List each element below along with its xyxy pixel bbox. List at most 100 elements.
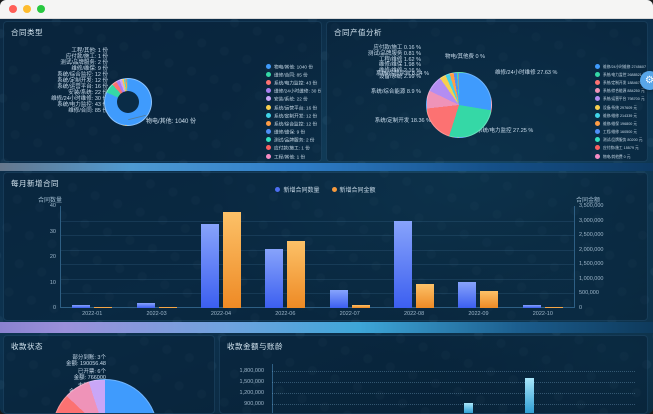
legend-item[interactable]: 工程/其他: 1 份 [266, 152, 321, 160]
amount-bar[interactable] [94, 307, 113, 308]
legend-item[interactable]: 系统/电力监控 2688521 元 [595, 70, 647, 78]
amount-bar[interactable] [416, 284, 435, 308]
output-analysis-pie-chart[interactable] [426, 72, 492, 138]
legend-item[interactable]: 系统/定制开发 1884673 元 [595, 78, 647, 86]
panel-output-analysis: 合同产值分析 维修/24小时维修 27.63 % 系统/电力监控 27.25 % 系… [326, 21, 648, 162]
panel-title: 每月新增合同 [11, 179, 59, 188]
legend-label: 维修/合同: 85 份 [274, 73, 308, 78]
count-bar[interactable] [136, 303, 155, 308]
pie-callout-label: 设备/系统 2.99 % [378, 74, 421, 80]
legend-item[interactable]: 物电/其他费 0 元 [595, 152, 647, 160]
legend-dot-icon [595, 129, 600, 135]
count-bar[interactable] [458, 282, 477, 308]
count-bar[interactable] [329, 290, 348, 308]
legend-item[interactable]: 维修/维保: 9 份 [266, 128, 321, 136]
legend-label: 设备/系统 297609 元 [603, 106, 638, 110]
legend-item[interactable]: 维修/24小时维修: 30 份 [266, 87, 321, 95]
y-axis-left-title: 合同数量 [38, 198, 63, 204]
legend-item[interactable]: 工程/维修 160500 元 [595, 128, 647, 136]
legend-label: 测试/品牌服务: 2 份 [274, 138, 315, 144]
count-bar[interactable] [200, 224, 219, 308]
legend-dot-icon [266, 145, 271, 151]
callout-line: 部分到账: 3个 [72, 355, 106, 361]
legend-item[interactable]: 系统/运营平台 798700 元 [595, 95, 647, 103]
amount-bar[interactable] [544, 307, 563, 308]
axis-tick-label: 1,500,000 [239, 379, 264, 385]
amount-bar[interactable] [287, 241, 306, 308]
legend-dot-icon [266, 71, 271, 77]
legend-item[interactable]: 测试/品牌服务 80200 元 [595, 136, 647, 144]
count-bar[interactable] [265, 249, 284, 308]
aging-bar[interactable] [525, 377, 534, 413]
legend-item[interactable]: 设备/系统 297609 元 [595, 103, 647, 111]
x-axis-label: 2022-03 [146, 311, 167, 317]
legend-item[interactable]: 应付款/施工 15579 元 [595, 144, 647, 152]
floating-settings-button[interactable]: ⚙ [640, 71, 653, 90]
legend-item[interactable]: 新增合同金额 [331, 185, 376, 194]
legend-dot-icon [331, 187, 337, 192]
divider-gradient [0, 163, 653, 171]
close-button[interactable] [9, 5, 17, 13]
monthly-bars [60, 206, 575, 308]
legend-item[interactable]: 系统/运营平台: 16 份 [266, 103, 321, 111]
legend-dot-icon [266, 104, 271, 110]
panel-title: 收款状态 [11, 342, 43, 351]
gridline [61, 293, 574, 295]
legend-label: 维修/维保: 9 份 [274, 130, 306, 136]
x-axis-label: 2022-04 [210, 311, 232, 317]
legend-item[interactable]: 系统/电力监控: 43 份 [266, 78, 321, 86]
legend-dot-icon [266, 129, 271, 135]
contract-type-donut-chart[interactable] [104, 78, 152, 126]
output-analysis-legend: 维修/24小时维修 2745607 元系统/电力监控 2688521 元系统/定… [595, 62, 647, 160]
count-bar[interactable] [72, 305, 91, 308]
x-axis-label: 2022-09 [468, 311, 489, 317]
legend-item[interactable]: 应付款/施工: 1 份 [266, 144, 321, 152]
legend-label: 维修/维修 214339 元 [603, 114, 638, 119]
aging-bar[interactable] [464, 402, 473, 413]
legend-dot-icon [595, 63, 600, 69]
pie-callout-label: 系统/综合能源 8.9 % [370, 89, 421, 95]
legend-item[interactable]: 维修/24小时维修 2745607 元 [595, 62, 647, 70]
legend-item[interactable]: 系统/综合能源 884250 元 [595, 87, 647, 95]
axis-tick-label: 3,000,000 [579, 217, 604, 224]
pie-callout-label: 系统/电力监控 27.25 % [477, 128, 534, 134]
y-axis-line [272, 364, 273, 413]
pie-callout-label: 系统/运营平台: 16 份 [57, 84, 108, 90]
pie-callout-label: 部分到账: 3个 金额: 190056.48 [14, 355, 106, 367]
amount-bar[interactable] [222, 212, 241, 308]
amount-bar[interactable] [351, 305, 370, 308]
legend-label: 安装/系统: 22 份 [274, 97, 308, 103]
legend-item[interactable]: 测试/品牌服务: 2 份 [266, 136, 321, 144]
legend-item[interactable]: 物电/其他: 1040 份 [266, 62, 321, 70]
x-axis-label: 2022-08 [403, 311, 425, 317]
panel-title: 收款金额与账龄 [227, 342, 283, 351]
axis-tick-label: 2,000,000 [579, 246, 604, 253]
axis-tick-label: 500,000 [579, 290, 599, 297]
count-bar[interactable] [394, 221, 413, 308]
pie-callout-label: 维修/24小时维修 27.63 % [495, 70, 558, 76]
legend-item[interactable]: 系统/定制开发: 12 份 [266, 111, 321, 119]
legend-item[interactable]: 安装/系统: 22 份 [266, 95, 321, 103]
legend-dot-icon [595, 104, 600, 110]
legend-dot-icon [266, 112, 271, 118]
amount-bar[interactable] [480, 291, 499, 308]
legend-item[interactable]: 维修/维修 214339 元 [595, 111, 647, 119]
amount-bar[interactable] [158, 307, 177, 308]
minimize-button[interactable] [23, 5, 31, 13]
panel-payment-status: 收款状态 部分到账: 3个 金额: 190056.48 已开票: 6个 金额: 766… [3, 335, 215, 414]
legend-label: 维修/维保 196800 元 [603, 122, 638, 127]
legend-item[interactable]: 系统/综合监控: 12 份 [266, 119, 321, 127]
legend-dot-icon [266, 153, 271, 159]
legend-item[interactable]: 维修/合同: 85 份 [266, 70, 321, 78]
legend-item[interactable]: 维修/维保 196800 元 [595, 119, 647, 127]
zoom-button[interactable] [37, 5, 45, 13]
legend-label: 工程/维修 160500 元 [603, 130, 638, 135]
x-axis-label: 2022-07 [339, 311, 360, 317]
legend-label: 物电/其他费 0 元 [603, 155, 631, 159]
count-bar[interactable] [522, 305, 541, 308]
pie-callout-label: 工程/其他: 1 份 [71, 48, 108, 54]
monthly-legend: 新增合同数量 新增合同金额 [4, 185, 647, 194]
pie-callout-label: 系统/定制开发 18.36 % [374, 118, 431, 124]
legend-item[interactable]: 新增合同数量 [275, 185, 320, 194]
